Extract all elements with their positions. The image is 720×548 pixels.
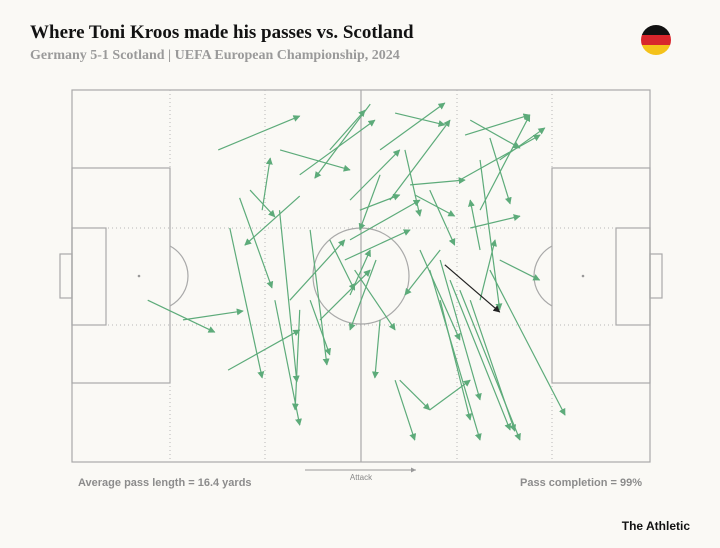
pass (348, 259, 377, 331)
brand: The Athletic (622, 519, 691, 533)
attack-arrow-head (411, 467, 416, 473)
pass (414, 194, 456, 217)
pass (479, 114, 531, 211)
direction-label: Attack (350, 473, 373, 482)
pass (464, 113, 531, 136)
pass (278, 210, 300, 383)
chart-title: Where Toni Kroos made his passes vs. Sco… (30, 22, 414, 43)
pass (419, 249, 461, 341)
pass (394, 112, 446, 127)
pass (379, 102, 446, 151)
pass (399, 379, 431, 411)
pass (499, 259, 541, 281)
pass (229, 227, 265, 379)
pass (429, 189, 456, 246)
pass (344, 229, 411, 261)
right-note: Pass completion = 99% (520, 477, 642, 489)
pass (359, 193, 401, 211)
pass (479, 159, 503, 311)
pass (439, 259, 482, 401)
pass (489, 137, 512, 205)
pass (389, 119, 451, 201)
pass (227, 329, 301, 371)
pass (404, 149, 422, 217)
pass (182, 308, 244, 321)
pass (279, 149, 351, 172)
pass (444, 264, 501, 313)
pass (470, 214, 521, 229)
pass (329, 239, 356, 291)
pass (354, 269, 396, 331)
pass (319, 269, 371, 321)
pass (459, 134, 541, 181)
pass (468, 199, 481, 251)
left-note: Average pass length = 16.4 yards (78, 477, 252, 489)
pass (469, 119, 521, 149)
flag (641, 25, 671, 55)
pass (244, 195, 301, 246)
pass (459, 289, 521, 441)
pass (239, 197, 274, 289)
pass (499, 127, 546, 161)
pass (329, 109, 366, 151)
pass (274, 300, 302, 426)
pass (309, 299, 331, 356)
chart-subtitle: Germany 5-1 Scotland | UEFA European Cha… (30, 48, 400, 63)
pitch (59, 89, 663, 463)
pass (469, 299, 517, 432)
pass (489, 269, 566, 416)
pass (479, 239, 497, 301)
pass (439, 300, 473, 421)
pass (394, 379, 417, 441)
pass (349, 199, 421, 241)
pass (289, 239, 346, 301)
pass (349, 149, 401, 201)
pass (218, 115, 301, 151)
pass (314, 103, 371, 179)
pass (429, 269, 482, 441)
pass (147, 299, 216, 333)
pass (249, 189, 276, 218)
pass (449, 279, 512, 431)
pass (371, 319, 381, 379)
pass (261, 157, 273, 211)
pass (291, 309, 301, 411)
pass (358, 174, 381, 231)
pass (404, 249, 441, 296)
pass (410, 177, 466, 186)
pass (309, 229, 330, 366)
